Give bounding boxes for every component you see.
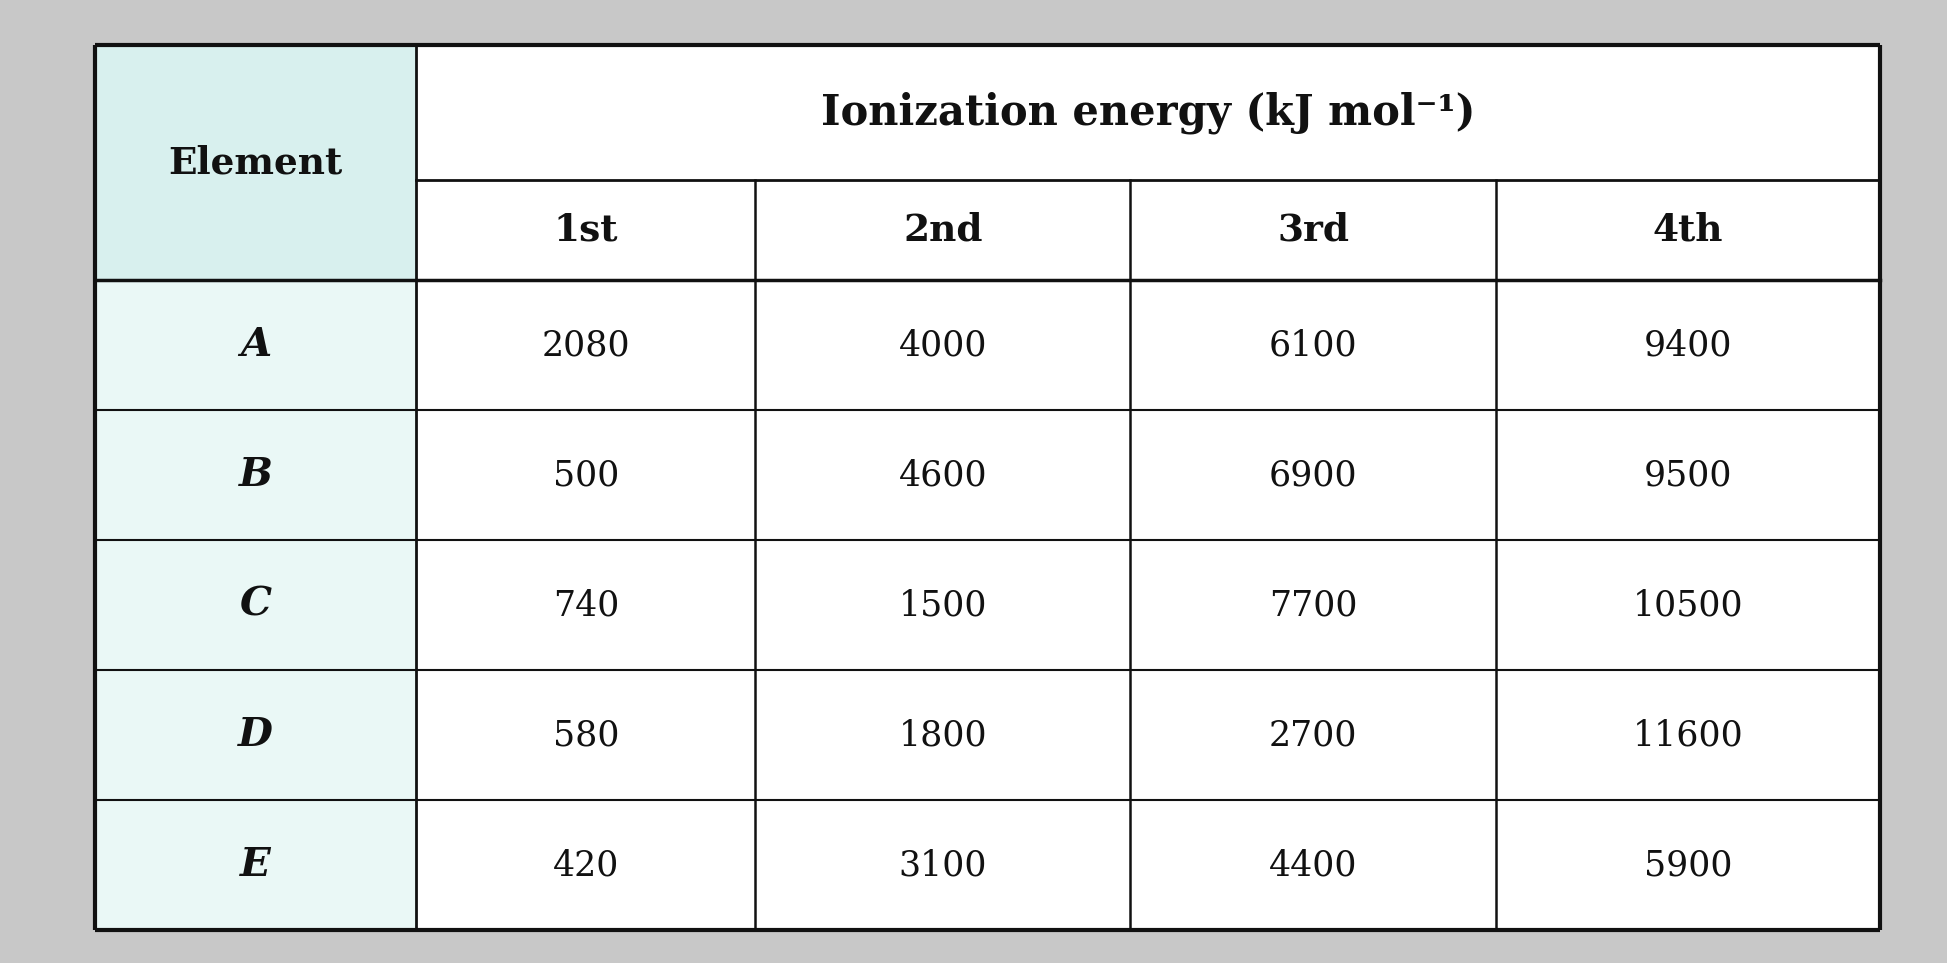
- Text: 5900: 5900: [1643, 848, 1733, 882]
- Bar: [95, 410, 417, 540]
- Text: 420: 420: [553, 848, 619, 882]
- Text: 9500: 9500: [1643, 458, 1733, 492]
- Text: 10500: 10500: [1634, 588, 1743, 622]
- Text: 6900: 6900: [1269, 458, 1357, 492]
- Text: Element: Element: [169, 144, 343, 181]
- Text: A: A: [239, 326, 271, 364]
- Text: 3rd: 3rd: [1277, 212, 1349, 248]
- Text: D: D: [238, 716, 273, 754]
- Text: 2080: 2080: [541, 328, 631, 362]
- Bar: [95, 670, 417, 800]
- Text: 4th: 4th: [1653, 212, 1723, 248]
- Text: Ionization energy (kJ mol⁻¹): Ionization energy (kJ mol⁻¹): [822, 91, 1476, 134]
- Text: 740: 740: [553, 588, 619, 622]
- Text: 1800: 1800: [900, 718, 987, 752]
- Text: E: E: [239, 846, 271, 884]
- Text: 11600: 11600: [1634, 718, 1743, 752]
- Text: 1st: 1st: [553, 212, 617, 248]
- Text: 2700: 2700: [1269, 718, 1357, 752]
- Text: B: B: [239, 456, 273, 494]
- Text: 7700: 7700: [1269, 588, 1357, 622]
- Text: 6100: 6100: [1269, 328, 1357, 362]
- Bar: [95, 800, 417, 930]
- Text: 4400: 4400: [1269, 848, 1357, 882]
- Bar: [95, 540, 417, 670]
- Text: 500: 500: [553, 458, 619, 492]
- Bar: [95, 45, 417, 280]
- Text: 1500: 1500: [900, 588, 987, 622]
- Text: C: C: [239, 586, 273, 624]
- Text: 9400: 9400: [1643, 328, 1733, 362]
- Bar: [95, 280, 417, 410]
- Text: 580: 580: [553, 718, 619, 752]
- Text: 4600: 4600: [900, 458, 987, 492]
- Text: 4000: 4000: [900, 328, 987, 362]
- Text: 2nd: 2nd: [903, 212, 983, 248]
- Text: 3100: 3100: [900, 848, 987, 882]
